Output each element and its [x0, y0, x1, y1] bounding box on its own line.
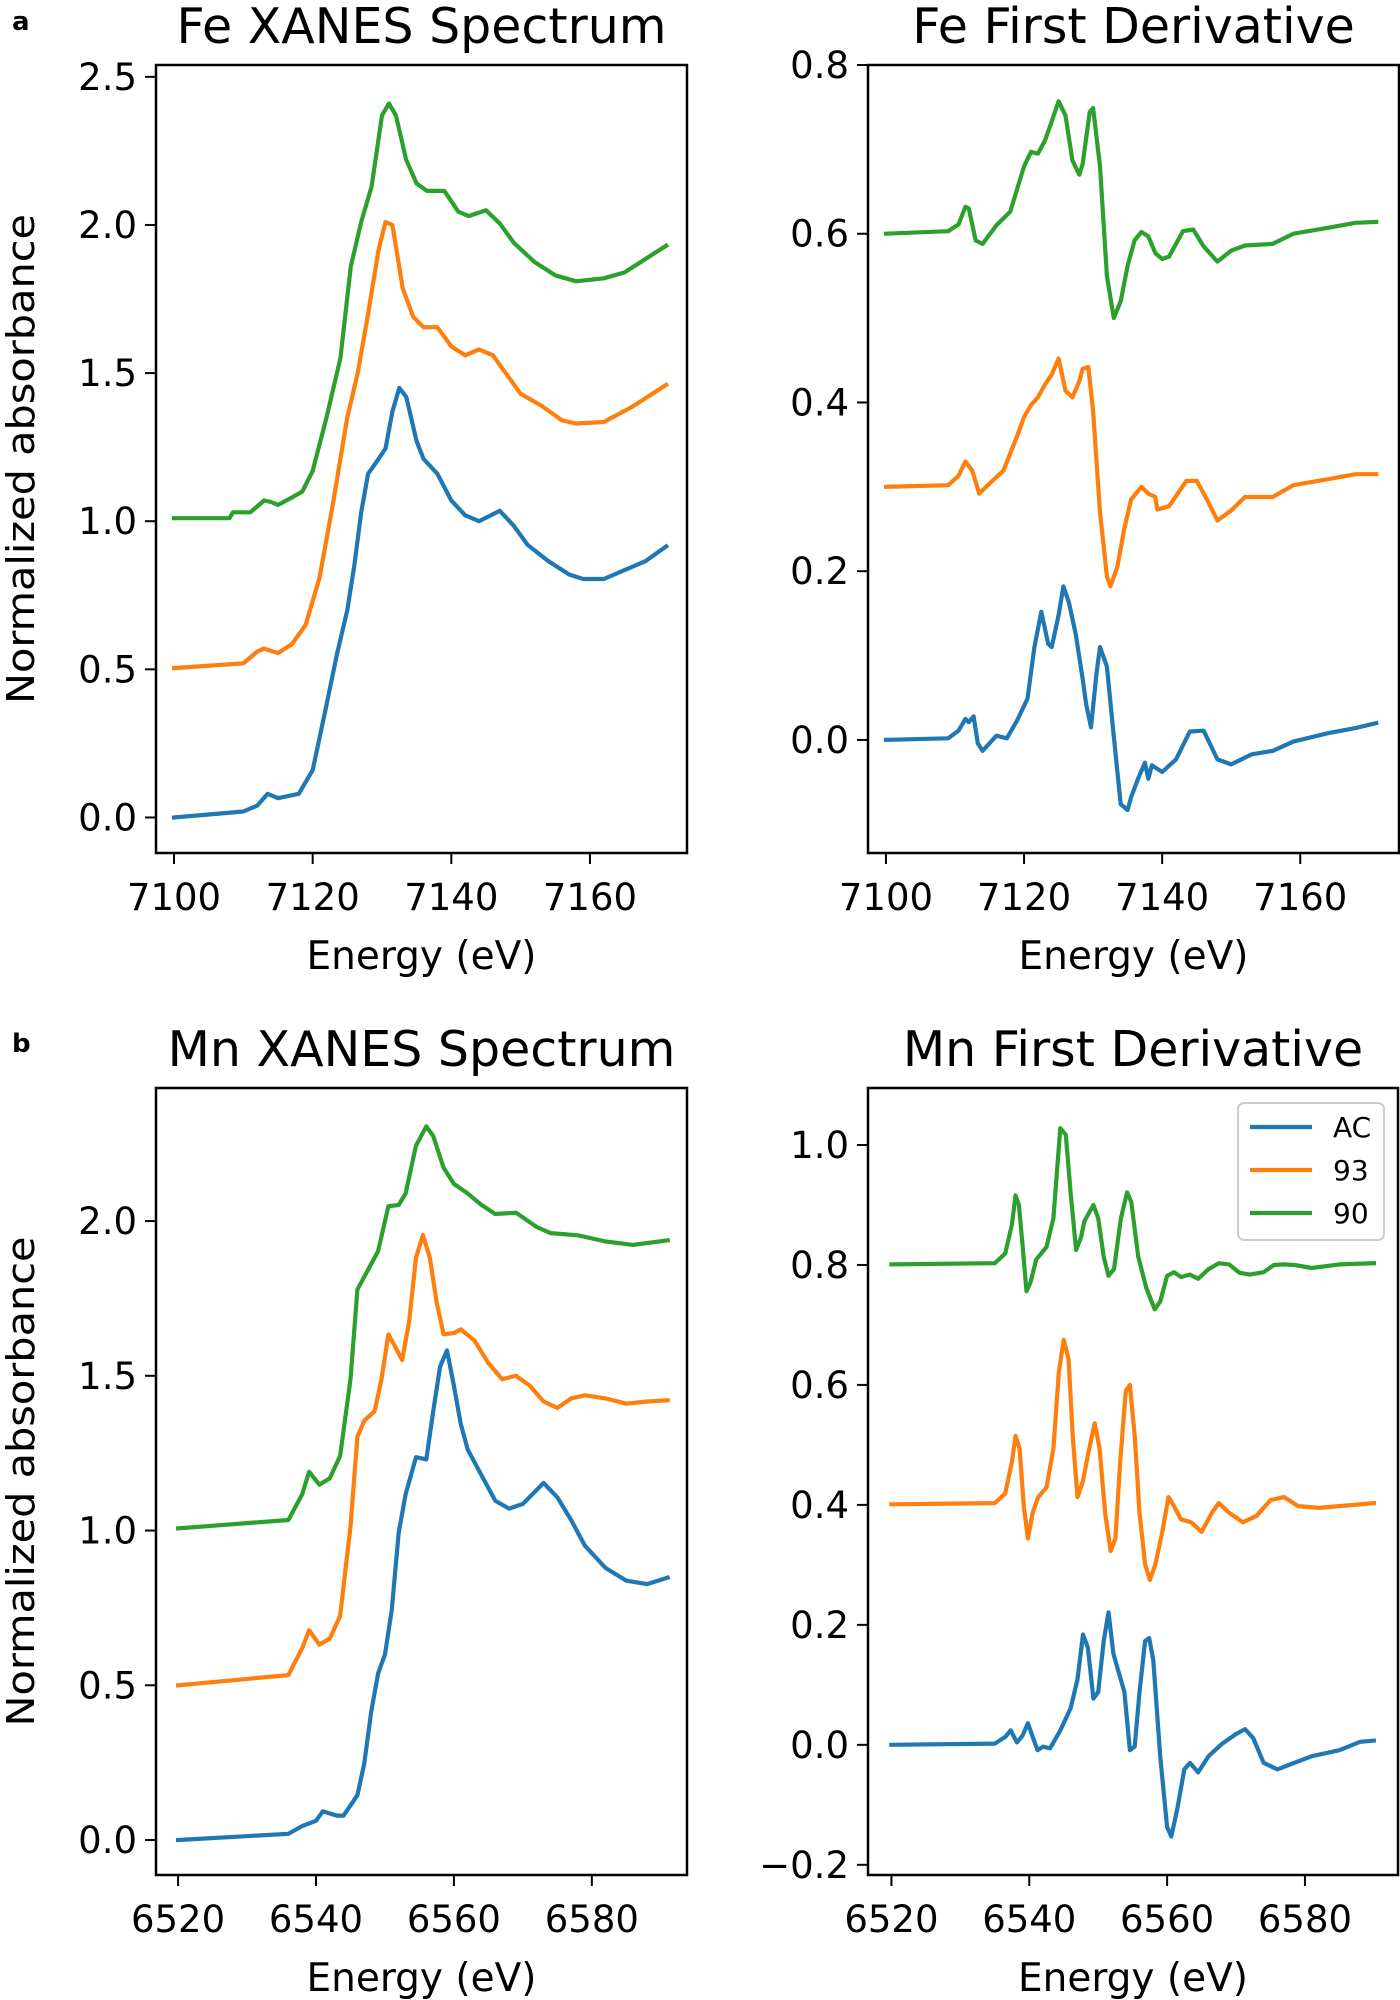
y-tick-label: 2.0 [78, 204, 137, 247]
y-tick-label: 0.0 [78, 796, 137, 839]
series-line-AC [175, 1348, 671, 1843]
x-axis-label: Energy (eV) [1018, 934, 1248, 979]
y-tick-label: 1.5 [78, 352, 137, 395]
x-tick-label: 6520 [844, 1898, 938, 1941]
x-tick-label: 6560 [407, 1898, 501, 1941]
y-tick-label: 0.2 [790, 550, 849, 593]
x-axis-label: Energy (eV) [1018, 1956, 1248, 2000]
y-tick-label: 1.0 [790, 1124, 849, 1167]
axes-frame [154, 63, 689, 855]
y-tick-label: 0.0 [790, 1724, 849, 1767]
x-axis-label: Energy (eV) [306, 934, 536, 979]
series-line-93 [883, 356, 1379, 589]
x-tick-label: 6520 [131, 1898, 225, 1941]
x-tick-label: 6540 [269, 1898, 363, 1941]
y-tick-label: 0.5 [78, 1664, 137, 1707]
y-tick-label: 0.0 [78, 1819, 137, 1862]
chart-title: Mn First Derivative [903, 1021, 1363, 1078]
x-tick-label: 7120 [266, 876, 360, 919]
series-line-90 [171, 101, 670, 521]
y-tick-label: 1.5 [78, 1355, 137, 1398]
series-line-93 [175, 1232, 670, 1688]
series-line-AC [171, 385, 670, 820]
mn-xanes-chart: 6520 6540 6560 6580 0.0 0.5 1.0 1.5 2.0 Mn XANES … [0, 1021, 689, 2000]
x-tick-label: 7100 [839, 876, 933, 919]
x-tick-label: 6580 [545, 1898, 639, 1941]
series-line-93 [889, 1337, 1377, 1582]
x-tick-label: 7100 [127, 876, 221, 919]
y-tick-label: 2.5 [78, 56, 137, 99]
series-line-93 [171, 219, 670, 671]
x-tick-label: 7160 [543, 876, 637, 919]
series-line-90 [175, 1124, 671, 1531]
axes-frame [866, 1086, 1400, 1877]
axes-frame [866, 63, 1400, 855]
y-tick-label: 1.0 [78, 1510, 137, 1553]
y-tick-label: 0.4 [790, 381, 849, 424]
legend-label: 90 [1333, 1197, 1369, 1230]
y-tick-label: 0.0 [790, 719, 849, 762]
axes-frame [154, 1086, 689, 1877]
series-line-AC [883, 584, 1379, 813]
y-tick-label: 0.8 [790, 44, 849, 87]
legend-label: AC [1333, 1111, 1371, 1144]
y-axis-label: Normalized absorbance [0, 214, 43, 704]
chart-title: Fe XANES Spectrum [176, 0, 666, 55]
x-tick-label: 6580 [1258, 1898, 1352, 1941]
y-tick-label: 2.0 [78, 1200, 137, 1243]
x-tick-label: 7160 [1253, 876, 1347, 919]
chart-title: Mn XANES Spectrum [168, 1021, 676, 1078]
legend: AC 93 90 [1237, 1102, 1385, 1241]
x-axis-label: Energy (eV) [306, 1956, 536, 2000]
x-tick-label: 7140 [404, 876, 498, 919]
fe-xanes-chart: 7100 7120 7140 7160 0.0 0.5 1.0 1.5 2.0 2.5 Fe XAN… [0, 0, 689, 979]
series-line-90 [889, 1126, 1377, 1312]
x-tick-label: 7140 [1115, 876, 1209, 919]
y-tick-label: 0.5 [78, 648, 137, 691]
y-tick-label: 0.6 [790, 213, 849, 256]
y-tick-label: −0.2 [759, 1844, 849, 1887]
panel-label: a [12, 7, 30, 37]
series-line-90 [883, 99, 1379, 321]
panel-label: b [12, 1029, 31, 1059]
legend-label: 93 [1333, 1154, 1369, 1187]
fe-derivative-chart: 7100 7120 7140 7160 0.0 0.2 0.4 0.6 0.8 Fe First … [790, 0, 1400, 979]
x-tick-label: 6540 [982, 1898, 1076, 1941]
y-axis-label: Normalized absorbance [0, 1237, 43, 1727]
series-line-AC [889, 1610, 1377, 1839]
y-tick-label: 0.8 [790, 1244, 849, 1287]
y-tick-label: 1.0 [78, 500, 137, 543]
chart-title: Fe First Derivative [912, 0, 1355, 55]
x-tick-label: 7120 [977, 876, 1071, 919]
y-tick-label: 0.4 [790, 1484, 849, 1527]
y-tick-label: 0.2 [790, 1604, 849, 1647]
x-tick-label: 6560 [1120, 1898, 1214, 1941]
mn-derivative-chart: 6520 6540 6560 6580 −0.2 0.0 0.2 0.4 0.6 0.8 1.0 Mn… [759, 1021, 1400, 2000]
y-tick-label: 0.6 [790, 1364, 849, 1407]
